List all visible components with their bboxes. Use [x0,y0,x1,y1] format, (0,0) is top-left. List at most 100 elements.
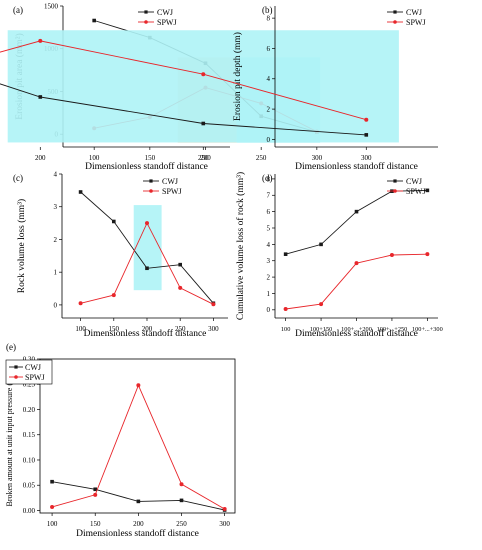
panel-label: (c) [13,173,23,183]
y-tick-label: 0.25 [23,381,36,389]
x-tick-label: 300 [208,325,219,333]
y-tick-label: 2 [267,105,271,113]
x-tick-label: 100 [47,520,58,528]
x-axis-title: Dimensionless standoff distance [85,161,208,172]
data-point-spwj [144,221,149,226]
y-tick-label: 0.10 [23,456,36,464]
x-tick-label: 100+...+300 [412,326,443,333]
data-point-spwj [111,293,116,298]
legend-marker-spwj [14,375,18,379]
data-point-cwj [145,266,149,271]
y-tick-label: 1 [267,290,271,298]
y-tick-label: 0.05 [23,482,36,490]
data-point-spwj [93,492,98,497]
series-line-cwj [52,481,225,511]
data-point-cwj [50,479,54,484]
y-tick-label: 2 [54,236,58,244]
data-point-spwj [178,285,183,290]
x-axis-title: Dimensionless standoff distance [295,328,418,339]
data-point-spwj [201,72,206,77]
data-point-cwj [178,262,182,267]
y-axis-title: Cumulative volume loss of rock (mm³) [235,172,246,320]
y-tick-label: 4 [54,170,58,178]
data-point-cwj [78,190,83,194]
data-point-cwj [319,242,323,247]
y-tick-label: 0 [267,136,271,144]
legend-marker-spwj [393,20,397,24]
legend-label-cwj: CWJ [25,363,41,372]
legend-marker-spwj [149,189,153,193]
data-point-cwj [38,95,43,99]
y-tick-label: 4 [267,75,271,83]
x-tick-label: 100 [89,154,100,162]
x-tick-label: 200 [142,325,153,333]
y-tick-label: 7 [267,192,271,200]
series-line-spwj [51,384,225,510]
data-point-cwj [179,498,184,503]
x-tick-label: 150 [109,325,120,333]
y-tick-label: 6 [267,208,271,216]
data-point-spwj [364,117,369,122]
data-point-cwj [201,121,206,126]
legend-marker-cwj [393,179,397,183]
x-tick-label: 250 [256,154,267,162]
y-tick-label: 1500 [44,2,59,10]
series-line-cwj [285,189,428,255]
y-tick-label: 5 [267,224,271,232]
data-point-spwj [319,302,324,307]
data-point-spwj [179,482,184,487]
legend-label-spwj: SPWJ [25,373,45,382]
legend-marker-cwj [149,179,153,183]
data-point-spwj [222,506,227,511]
x-axis-title: Dimensionless standoff distance [84,328,207,339]
data-point-spwj [50,504,55,509]
data-point-cwj [93,487,98,492]
highlight-region-cyan [133,205,162,291]
highlight-region-cyan [7,30,399,143]
x-axis-title: Dimensionless standoff distance [76,528,199,539]
y-tick-label: 0 [54,301,58,309]
x-tick-label: 300 [219,520,230,528]
data-point-spwj [78,301,83,306]
y-axis-title: Broken amount at unit input pressure (mm… [5,365,14,506]
x-tick-label: 150 [90,520,101,528]
y-tick-label: 0.20 [23,406,36,414]
x-axis-title: Dimensionless standoff distance [295,161,418,172]
x-tick-label: 300 [312,154,323,162]
y-axis-title: Erosion pit depth (mm) [232,32,243,121]
y-tick-label: 3 [54,203,58,211]
x-tick-label: 250 [198,154,209,162]
legend-marker-cwj [14,365,18,369]
y-axis-title: Rock volume loss (mm³) [16,199,27,293]
x-tick-label: 300 [361,154,372,162]
panel-label: (a) [13,5,23,15]
y-tick-label: 0.00 [23,507,36,515]
panel-label: (d) [262,173,273,183]
x-tick-label: 200 [35,154,46,162]
legend-label-spwj: SPWJ [406,18,426,27]
data-point-cwj [136,499,141,504]
data-point-cwj [425,188,430,193]
y-tick-label: 6 [267,45,271,53]
y-tick-label: 0.30 [23,355,36,363]
data-point-spwj [389,253,394,257]
x-tick-label: 200 [133,520,144,528]
panel-label: (b) [262,5,273,15]
data-point-spwj [354,261,359,266]
data-point-cwj [364,133,369,137]
y-tick-label: 3 [267,257,271,265]
x-tick-label: 100 [75,325,86,333]
chart-panel-4: (d) 0 1 2 3 4 5 6 7 8 100 100+150 100+...+200 100+...… [235,172,443,339]
x-tick-label: 100+150 [310,326,332,333]
legend-label-spwj: SPWJ [157,18,177,27]
data-point-spwj [38,38,43,43]
x-tick-label: 100+...+200 [341,326,372,333]
legend-label-cwj: CWJ [157,8,173,17]
x-tick-label: 150 [145,154,156,162]
chart-panel-5: (e) 0.00 0.05 0.10 0.15 0.20 0.25 0.30 100 150 200… [5,342,236,539]
legend-label-spwj: SPWJ [162,187,182,196]
legend-label-cwj: CWJ [406,8,422,17]
x-tick-label: 100+...+250 [377,326,408,333]
chart-panel-2: (b)02468100150200250300Dimensionless sta… [0,5,438,172]
